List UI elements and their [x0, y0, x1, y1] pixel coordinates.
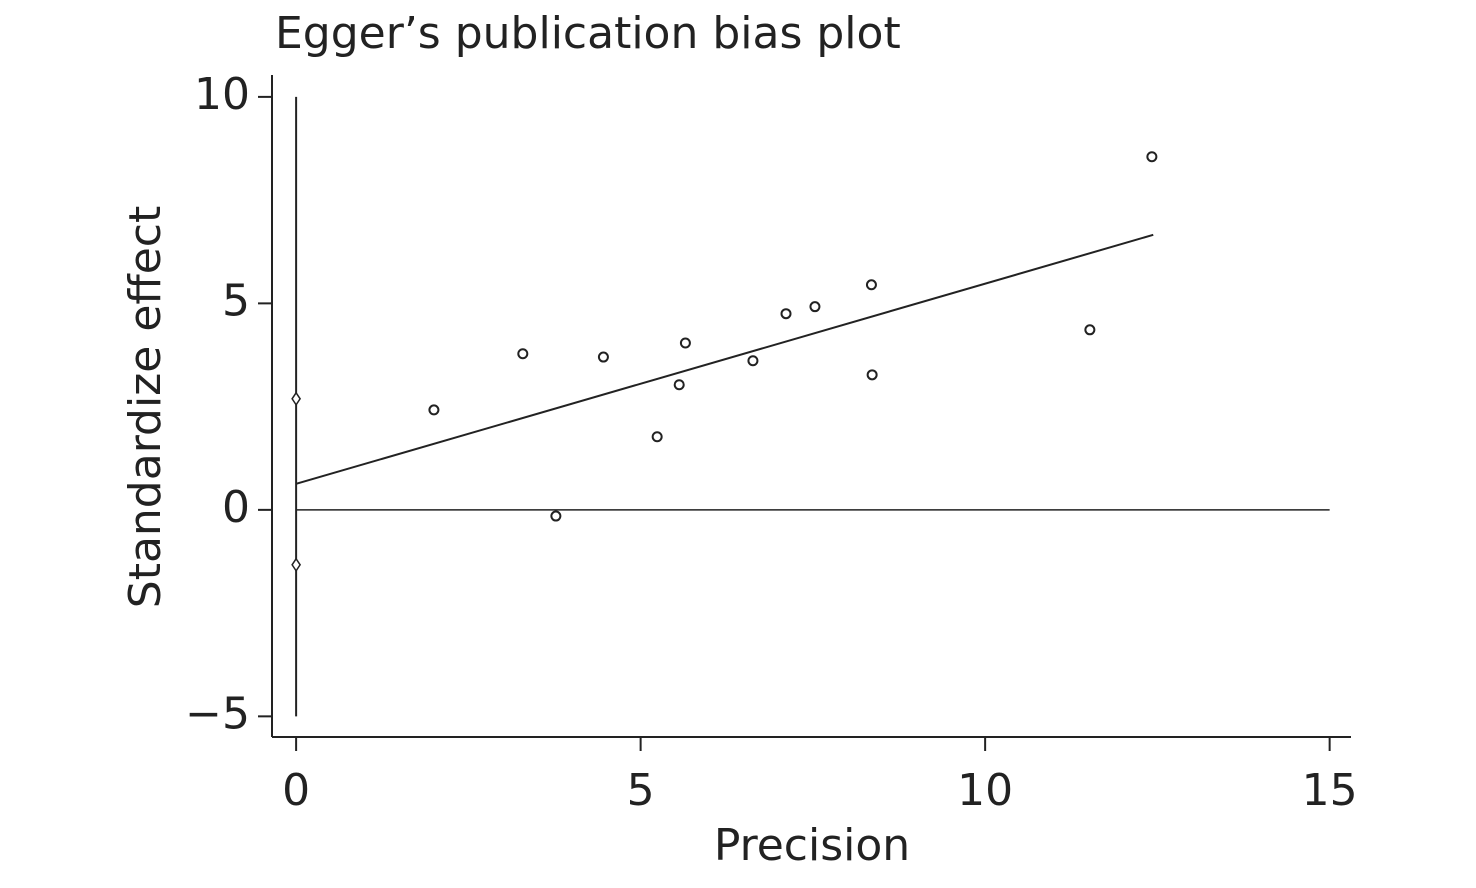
point — [517, 348, 529, 360]
y-tick-label: 0 — [222, 482, 250, 533]
y-tick-label: 5 — [222, 275, 250, 326]
point — [428, 404, 440, 416]
y-axis-label: Standardize effect — [120, 206, 171, 608]
point — [865, 279, 877, 291]
x-axis-label: Precision — [714, 820, 910, 871]
fit-line — [295, 233, 1154, 485]
point — [1146, 151, 1158, 163]
point — [809, 301, 821, 313]
chart-title: Egger’s publication bias plot — [275, 8, 901, 59]
x-tick-label: 10 — [957, 765, 1013, 816]
point — [747, 355, 759, 367]
point — [550, 510, 562, 522]
point — [780, 308, 792, 320]
y-tick-label: −5 — [185, 688, 250, 739]
y-tick-label: 10 — [194, 69, 250, 120]
x-tick-label: 15 — [1302, 765, 1358, 816]
ci-marker — [291, 557, 302, 573]
point — [673, 379, 685, 391]
point — [866, 369, 878, 381]
point — [651, 431, 663, 443]
ci-marker — [291, 391, 302, 407]
point — [679, 337, 691, 349]
point — [597, 351, 609, 363]
point — [1084, 324, 1096, 336]
x-tick-label: 0 — [282, 765, 310, 816]
x-tick-label: 5 — [627, 765, 655, 816]
